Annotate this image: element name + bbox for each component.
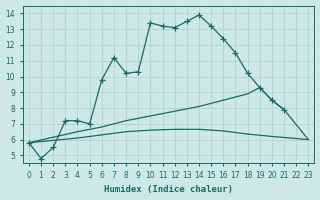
- X-axis label: Humidex (Indice chaleur): Humidex (Indice chaleur): [104, 185, 233, 194]
